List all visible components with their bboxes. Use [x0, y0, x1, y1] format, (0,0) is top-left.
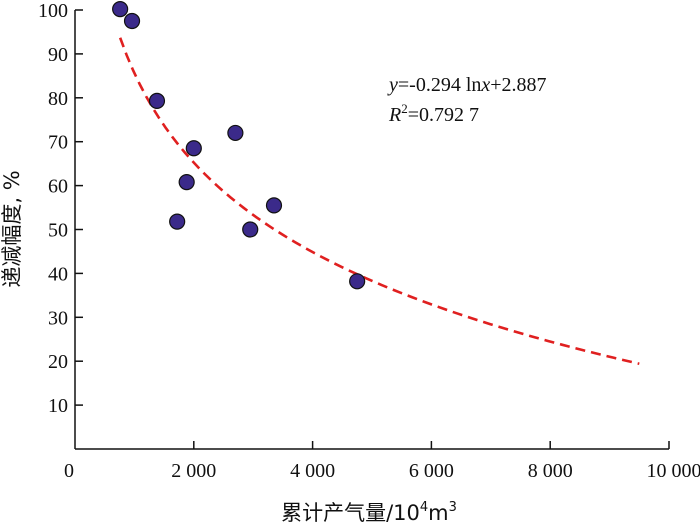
equation-y-var: y [387, 74, 398, 96]
x-tick-label: 2 000 [171, 460, 216, 482]
data-point [265, 197, 283, 214]
equation-end: +2.887 [490, 74, 546, 96]
r-squared-var: R [388, 104, 401, 126]
equation-middle: =-0.294 ln [398, 74, 482, 96]
y-tick-label: 60 [48, 176, 68, 198]
x-tick-label: 4 000 [290, 460, 335, 482]
data-point [123, 12, 141, 30]
data-point [169, 213, 186, 230]
data-point [148, 92, 166, 109]
data-point [242, 221, 259, 238]
x-axis-title-unit: m [428, 501, 448, 525]
data-points [112, 1, 366, 290]
y-tick-label: 10 [48, 395, 68, 417]
y-tick-label: 80 [48, 88, 68, 110]
x-tick-label: 8 000 [528, 460, 573, 482]
r-squared-exp: 2 [401, 101, 408, 116]
x-axis-title-exp: 4 [420, 500, 428, 515]
data-point [227, 124, 244, 142]
y-tick-label: 90 [48, 44, 68, 66]
x-tick-label: 6 000 [409, 460, 454, 482]
y-tick-label: 20 [48, 351, 68, 373]
data-point [178, 173, 195, 191]
y-tick-label: 50 [48, 220, 68, 242]
y-tick-label: 100 [38, 0, 68, 22]
y-tick-label: 40 [48, 263, 68, 285]
r-squared-value: =0.792 7 [408, 104, 479, 126]
r-squared-line: R2=0.792 7 [388, 101, 479, 126]
x-axis-title-main: 累计产气量/10 [281, 501, 420, 525]
equation-line: y=-0.294 lnx+2.887 [387, 74, 547, 96]
data-point [185, 140, 202, 157]
y-axis-ticks: 10 20 30 40 50 60 70 80 90 100 [38, 0, 83, 417]
x-axis-ticks: 0 2 000 4 000 6 000 8 000 10 000 [64, 441, 700, 482]
trendline [118, 37, 640, 365]
data-point [112, 1, 129, 18]
y-tick-label: 30 [48, 307, 68, 329]
equation-x-var: x [480, 74, 490, 96]
x-tick-label: 10 000 [647, 460, 700, 482]
data-point [349, 273, 366, 290]
x-axis-title-exp2: 3 [449, 500, 457, 515]
y-tick-label: 70 [48, 132, 68, 154]
x-tick-label: 0 [64, 460, 74, 482]
x-axis-title: 累计产气量/104m3 [281, 500, 457, 525]
y-axis-title: 递减幅度, % [0, 170, 24, 287]
